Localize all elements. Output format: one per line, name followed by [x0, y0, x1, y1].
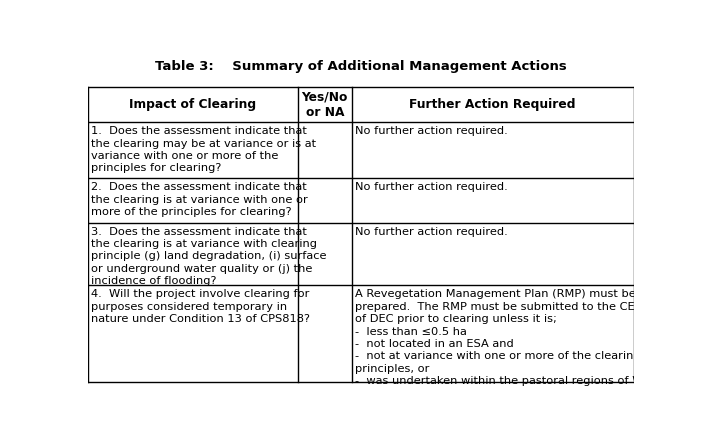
Text: Impact of Clearing: Impact of Clearing — [130, 98, 256, 111]
Text: 4.  Will the project involve clearing for
purposes considered temporary in
natur: 4. Will the project involve clearing for… — [92, 289, 310, 324]
Text: 2.  Does the assessment indicate that
the clearing is at variance with one or
mo: 2. Does the assessment indicate that the… — [92, 182, 308, 217]
Text: No further action required.: No further action required. — [355, 182, 508, 192]
Text: Further Action Required: Further Action Required — [409, 98, 576, 111]
Text: No further action required.: No further action required. — [355, 227, 508, 237]
Text: Table 3:    Summary of Additional Management Actions: Table 3: Summary of Additional Managemen… — [155, 60, 567, 73]
Text: A Revegetation Management Plan (RMP) must be
prepared.  The RMP must be submitte: A Revegetation Management Plan (RMP) mus… — [355, 289, 654, 386]
Text: 1.  Does the assessment indicate that
the clearing may be at variance or is at
v: 1. Does the assessment indicate that the… — [92, 126, 316, 174]
Text: Yes/No
or NA: Yes/No or NA — [301, 90, 348, 119]
Text: No further action required.: No further action required. — [355, 126, 508, 136]
Text: 3.  Does the assessment indicate that
the clearing is at variance with clearing
: 3. Does the assessment indicate that the… — [92, 227, 327, 286]
